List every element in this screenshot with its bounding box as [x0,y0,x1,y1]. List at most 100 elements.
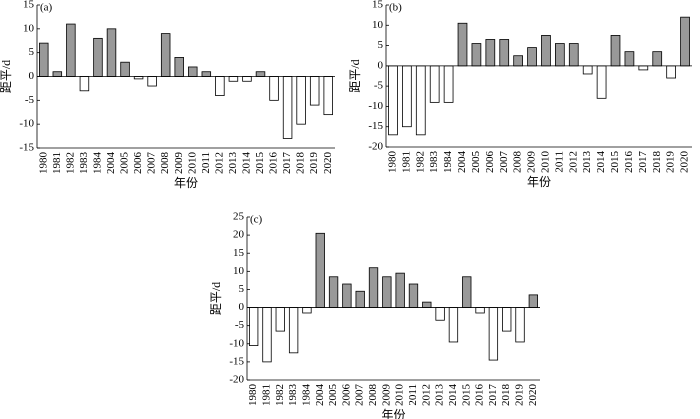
bar [355,290,365,308]
bar [120,61,130,77]
x-tick-label: 2020 [527,384,539,407]
bar [652,51,663,67]
bar [315,232,325,308]
bar [174,57,184,77]
y-tick-label: -20 [229,374,244,386]
bar [52,71,63,77]
y-tick-label: 0 [239,301,245,313]
y-tick-label: 10 [23,22,35,34]
bar [408,283,419,308]
panel-label: (a) [40,2,53,14]
bar [255,71,266,77]
y-tick-label: -15 [19,142,34,154]
x-tick-label: 2004 [105,152,117,175]
y-tick-label: -5 [25,94,35,106]
bar [288,307,299,354]
x-tick-label: 2007 [498,151,510,174]
bar [515,307,525,343]
x-tick-label: 2018 [295,152,307,175]
bar [296,76,306,125]
y-axis-label: 距平/d [0,60,13,93]
x-tick-label: 2015 [254,152,266,175]
x-tick-label: 2013 [227,152,239,175]
y-tick-label: 5 [378,39,384,51]
bar [555,43,565,67]
x-tick-label: 2006 [484,151,496,174]
bar [624,51,635,67]
x-tick-label: 1980 [37,152,49,175]
x-tick-label: 1982 [64,152,76,174]
bar [106,28,117,77]
x-tick-label: 2017 [487,384,499,407]
bar [666,65,676,79]
bar [302,307,312,314]
bar [488,307,499,361]
bar [596,65,607,99]
bar [582,65,593,75]
x-tick-label: 2010 [186,152,198,175]
bar [395,272,405,308]
bar [262,307,272,363]
bar [79,76,90,92]
y-tick-label: 15 [372,0,384,11]
x-tick-label: 2019 [514,384,526,407]
x-axis-label: 年份 [527,175,551,189]
x-tick-label: 2018 [500,384,512,407]
x-axis-label: 年份 [381,408,405,419]
x-tick-label: 2019 [665,151,677,174]
bar [462,276,472,308]
x-tick-label: 2007 [146,152,158,175]
bar [275,307,285,332]
x-tick-label: 2014 [240,151,252,174]
bar [188,66,198,77]
bar [435,307,445,321]
bar [448,307,459,343]
x-tick-label: 2008 [512,151,524,174]
x-tick-label: 2009 [526,151,538,174]
bar [368,267,379,308]
bar [680,16,690,67]
bar [228,76,239,82]
y-tick-label: -5 [374,80,384,92]
y-tick-label: 15 [233,247,245,259]
x-tick-label: 2008 [367,384,379,407]
y-tick-label: -10 [368,100,383,112]
y-tick-label: 5 [239,283,245,295]
x-tick-label: 2009 [380,384,392,407]
y-tick-label: -20 [368,141,383,153]
panel-label: (c) [250,214,263,226]
panel-label: (b) [389,2,402,14]
x-tick-label: 2015 [609,151,621,174]
bar [499,39,510,67]
bar [610,35,621,67]
y-tick-label: 25 [233,211,245,223]
y-tick-label: -15 [229,355,244,367]
x-tick-label: 1984 [300,384,312,407]
bar [160,33,171,77]
bar [415,65,426,136]
bar [388,65,398,136]
x-tick-label: 2006 [340,384,352,407]
y-tick-label: 15 [23,0,35,11]
bar [282,76,293,139]
x-tick-label: 2009 [173,152,185,175]
bar [541,35,551,67]
y-tick-label: 0 [29,70,35,82]
bar [342,283,352,308]
bar [429,65,440,103]
bar [201,71,212,77]
x-tick-label: 2012 [420,384,432,406]
bar [457,22,468,67]
x-axis-label: 年份 [174,176,198,190]
bar [471,43,482,67]
x-tick-label: 2011 [407,384,419,406]
bar [147,76,157,87]
y-tick-label: -10 [19,118,34,130]
bar [638,65,649,71]
x-tick-label: 2005 [327,384,339,407]
bar [485,39,496,67]
x-tick-label: 2006 [132,152,144,175]
x-tick-label: 1981 [261,384,273,406]
y-tick-label: 10 [233,265,245,277]
